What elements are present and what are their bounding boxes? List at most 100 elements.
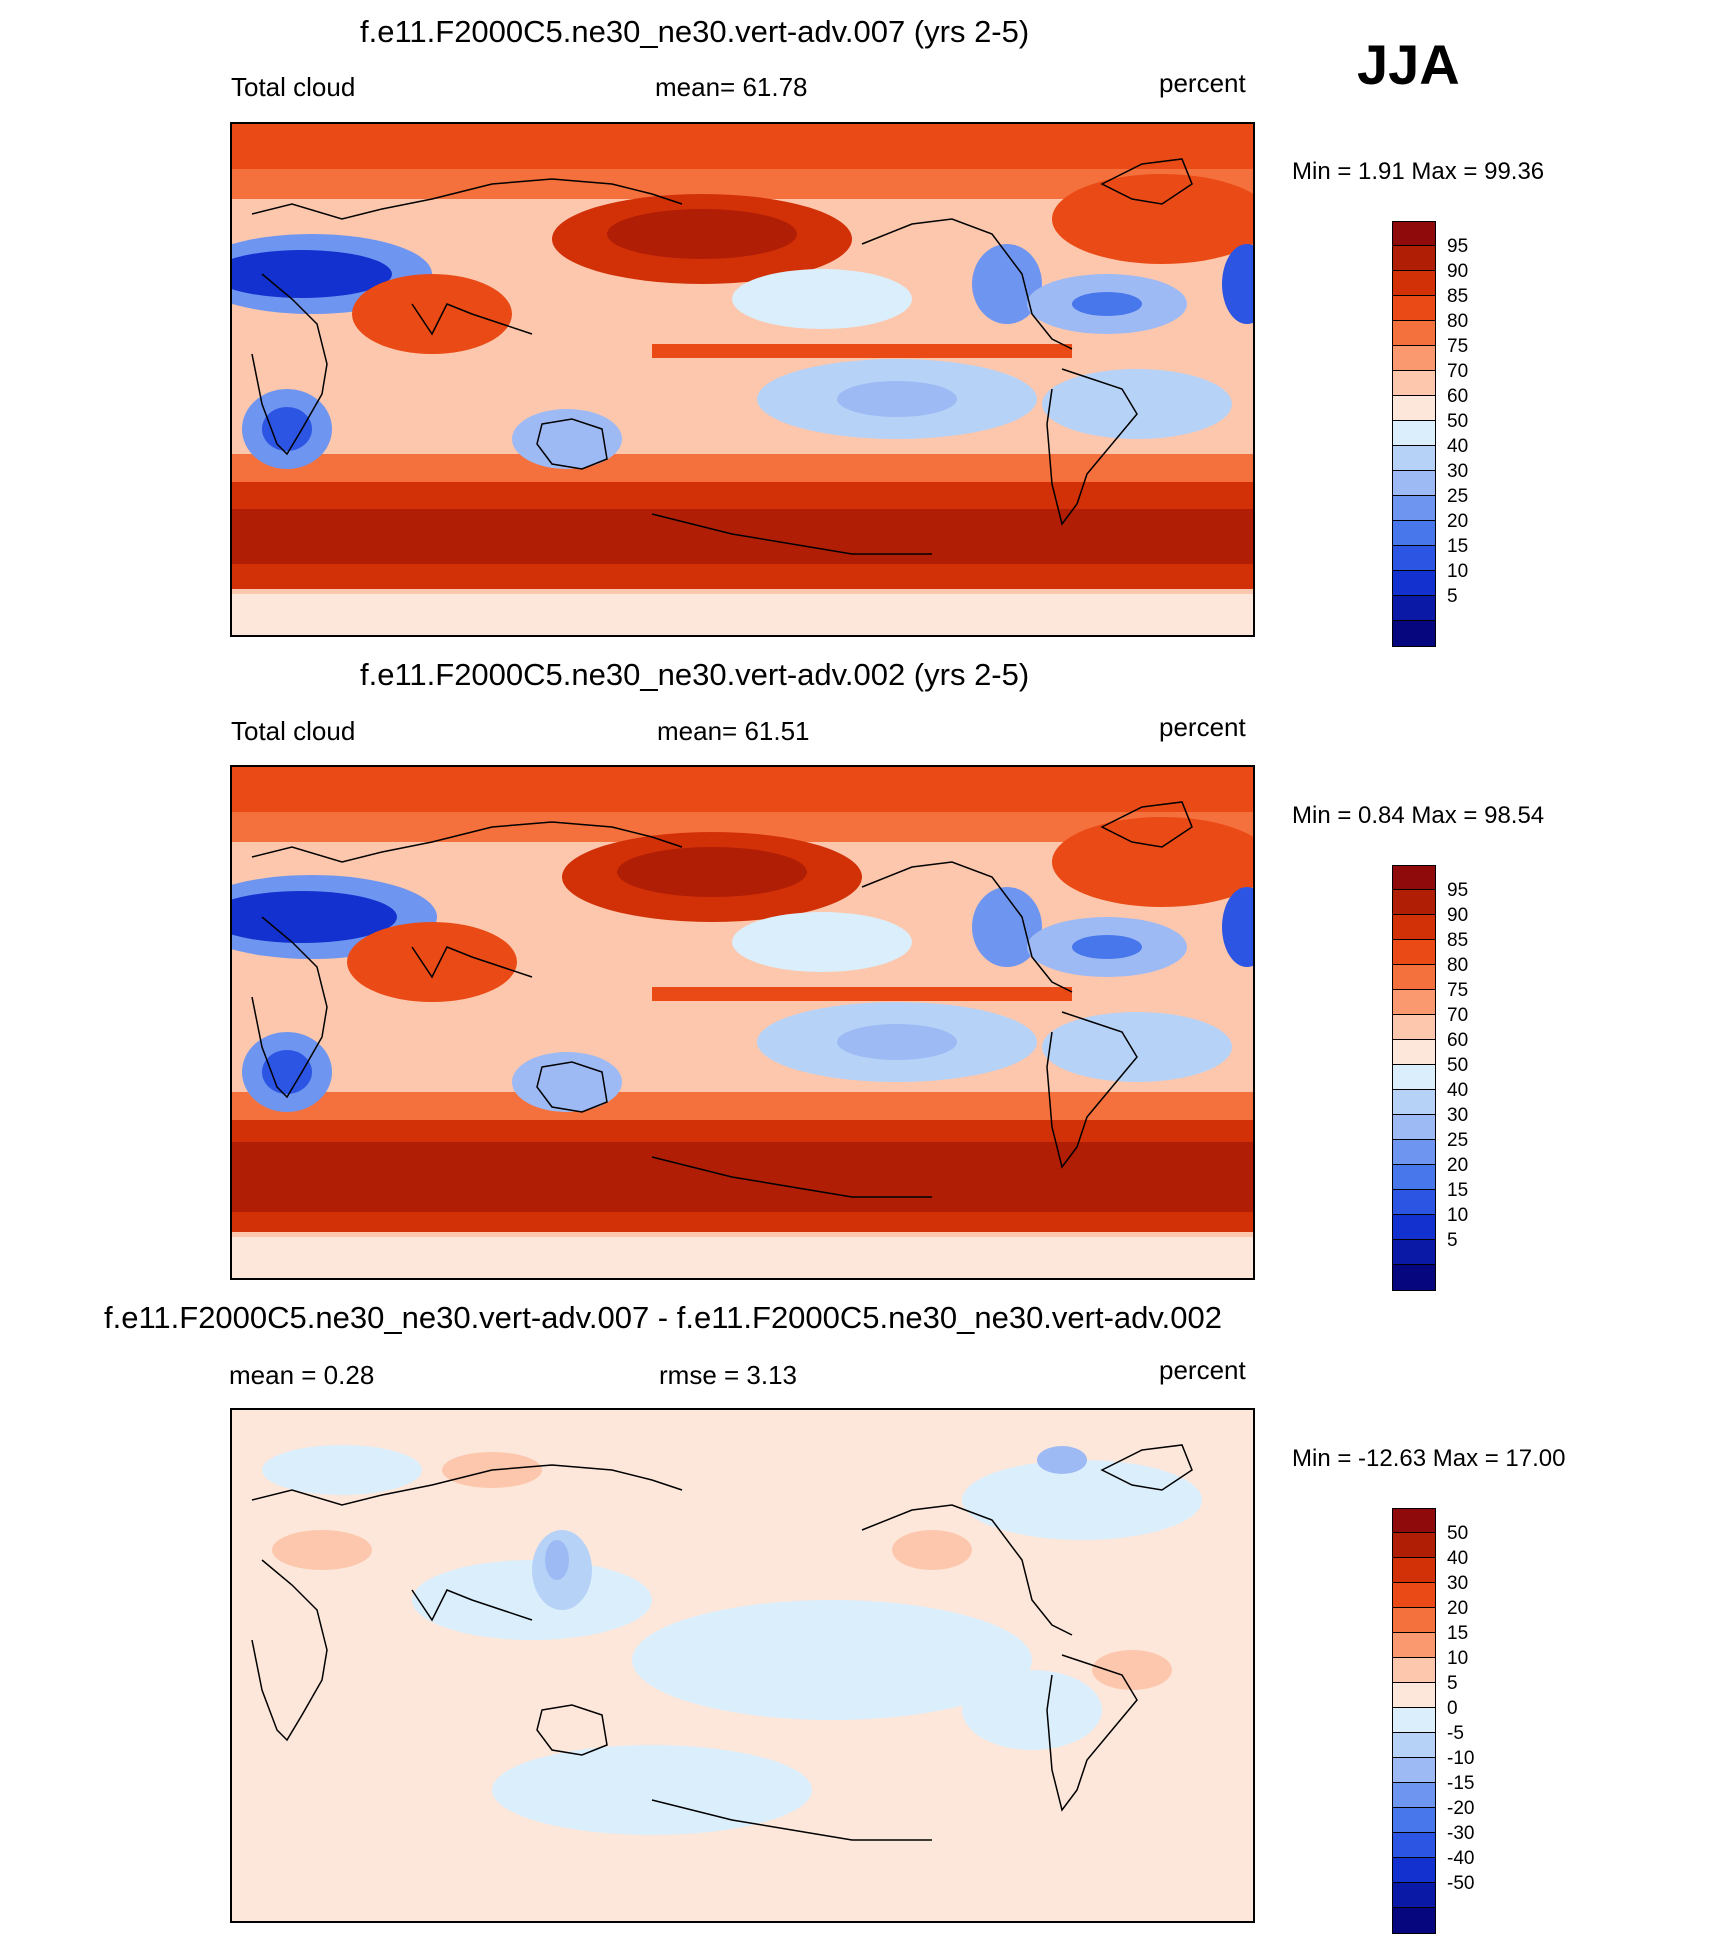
panel-2-colorbar-tick: 95 [1447,880,1469,901]
panel-1-colorbar-tick: 80 [1447,311,1469,332]
panel-2-colorbar-tick: 60 [1447,1030,1469,1051]
panel-3-colorbar-tick: -50 [1447,1873,1475,1894]
panel-2-colorbar-tick: 40 [1447,1080,1469,1101]
panel-3-colorbar-swatch [1393,1808,1435,1833]
panel-2-map [230,765,1255,1280]
panel-2-colorbar-tick: 20 [1447,1155,1469,1176]
panel-3-colorbar-tick: 40 [1447,1548,1469,1569]
panel-2-colorbar-swatch [1393,1240,1435,1265]
panel-1-colorbar-tick: 70 [1447,361,1469,382]
panel-2-colorbar-tick: 30 [1447,1105,1469,1126]
panel-2-colorbar-tick: 85 [1447,930,1469,951]
panel-3-colorbar-tick: -10 [1447,1748,1475,1769]
panel-2-minmax: Min = 0.84 Max = 98.54 [1292,802,1545,829]
panel-1-colorbar-tick: 25 [1447,486,1469,507]
panel-2-colorbar-swatch [1393,1065,1435,1090]
panel-2-left-label: Total cloud [231,716,356,746]
panel-2-colorbar-tick: 75 [1447,980,1469,1001]
panel-2-colorbar-tick: 15 [1447,1180,1469,1201]
panel-2-colorbar-swatch [1393,915,1435,940]
panel-2-colorbar [1392,865,1436,1291]
panel-1-left-label: Total cloud [231,72,356,102]
panel-1-title: f.e11.F2000C5.ne30_ne30.vert-adv.007 (yr… [360,14,1030,49]
panel-3-colorbar-tick: 15 [1447,1623,1469,1644]
panel-3-colorbar-swatch [1393,1509,1435,1533]
panel-3-colorbar-swatch [1393,1708,1435,1733]
panel-1-minmax: Min = 1.91 Max = 99.36 [1292,158,1545,185]
panel-3-colorbar-tick: -15 [1447,1773,1475,1794]
panel-1-colorbar-swatch [1393,496,1435,521]
panel-2-colorbar-swatch [1393,1115,1435,1140]
panel-1-colorbar-tick: 60 [1447,386,1469,407]
panel-3-colorbar-tick: 5 [1447,1673,1458,1694]
panel-3-colorbar [1392,1508,1436,1934]
panel-1-colorbar-swatch [1393,421,1435,446]
panel-1-colorbar-swatch [1393,371,1435,396]
panel-3-colorbar-tick: 0 [1447,1698,1458,1719]
panel-2-colorbar-tick: 50 [1447,1055,1469,1076]
panel-1-colorbar-tick: 75 [1447,336,1469,357]
panel-2-colorbar-swatch [1393,1265,1435,1290]
panel-3-minmax: Min = -12.63 Max = 17.00 [1292,1445,1566,1472]
panel-3-colorbar-swatch [1393,1683,1435,1708]
panel-1-colorbar-tick: 40 [1447,436,1469,457]
panel-3-colorbar-swatch [1393,1833,1435,1858]
season-label: JJA [1357,33,1460,96]
panel-2-colorbar-swatch [1393,866,1435,890]
panel-1-colorbar-tick: 30 [1447,461,1469,482]
panel-2-colorbar-tick: 90 [1447,905,1469,926]
panel-1-colorbar-tick: 20 [1447,511,1469,532]
panel-3-mean-label: mean = 0.28 [229,1360,375,1390]
panel-3-map [230,1408,1255,1923]
panel-1-colorbar-swatch [1393,346,1435,371]
panel-3-colorbar-swatch [1393,1533,1435,1558]
panel-3-colorbar-tick: -20 [1447,1798,1475,1819]
panel-1-colorbar-swatch [1393,271,1435,296]
panel-2-title: f.e11.F2000C5.ne30_ne30.vert-adv.002 (yr… [360,657,1030,692]
panel-2-colorbar-swatch [1393,1190,1435,1215]
panel-2-colorbar-tick: 25 [1447,1130,1469,1151]
panel-1-colorbar-tick: 5 [1447,586,1458,607]
panel-2-colorbar-tick: 80 [1447,955,1469,976]
panel-2-colorbar-swatch [1393,1215,1435,1240]
panel-1-colorbar-swatch [1393,571,1435,596]
panel-2-mean-label: mean= 61.51 [657,716,810,746]
panel-1-colorbar-swatch [1393,521,1435,546]
panel-1-colorbar-swatch [1393,596,1435,621]
panel-2-colorbar-swatch [1393,990,1435,1015]
panel-3-colorbar-swatch [1393,1558,1435,1583]
panel-2-colorbar-tick: 70 [1447,1005,1469,1026]
panel-3-colorbar-tick: 50 [1447,1523,1469,1544]
panel-1-map-svg [232,124,1253,635]
panel-2-colorbar-swatch [1393,1040,1435,1065]
panel-3-colorbar-tick: 20 [1447,1598,1469,1619]
panel-3-colorbar-tick: -5 [1447,1723,1464,1744]
panel-1-map [230,122,1255,637]
panel-2-colorbar-swatch [1393,1090,1435,1115]
panel-3-colorbar-tick: 10 [1447,1648,1469,1669]
panel-2-colorbar-swatch [1393,940,1435,965]
panel-3-colorbar-swatch [1393,1658,1435,1683]
panel-2-colorbar-swatch [1393,1165,1435,1190]
panel-1-colorbar-swatch [1393,446,1435,471]
panel-1-mean-label: mean= 61.78 [655,72,808,102]
panel-2-colorbar-tick: 5 [1447,1230,1458,1251]
panel-1-colorbar-swatch [1393,296,1435,321]
panel-1-colorbar-swatch [1393,396,1435,421]
panel-1-colorbar-swatch [1393,621,1435,646]
panel-3-title: f.e11.F2000C5.ne30_ne30.vert-adv.007 - f… [104,1300,1222,1335]
panel-2-map-svg [232,767,1253,1278]
panel-3-colorbar-swatch [1393,1583,1435,1608]
panel-1-colorbar-swatch [1393,222,1435,246]
panel-3-colorbar-swatch [1393,1783,1435,1808]
panel-3-colorbar-swatch [1393,1908,1435,1933]
panel-1-colorbar-swatch [1393,546,1435,571]
panel-3-colorbar-tick: -40 [1447,1848,1475,1869]
panel-1-colorbar-swatch [1393,471,1435,496]
panel-3-colorbar-swatch [1393,1883,1435,1908]
panel-2-colorbar-swatch [1393,1140,1435,1165]
panel-2-units-label: percent [1159,712,1246,742]
panel-3-colorbar-swatch [1393,1608,1435,1633]
panel-1-colorbar-swatch [1393,321,1435,346]
panel-2-colorbar-swatch [1393,1015,1435,1040]
